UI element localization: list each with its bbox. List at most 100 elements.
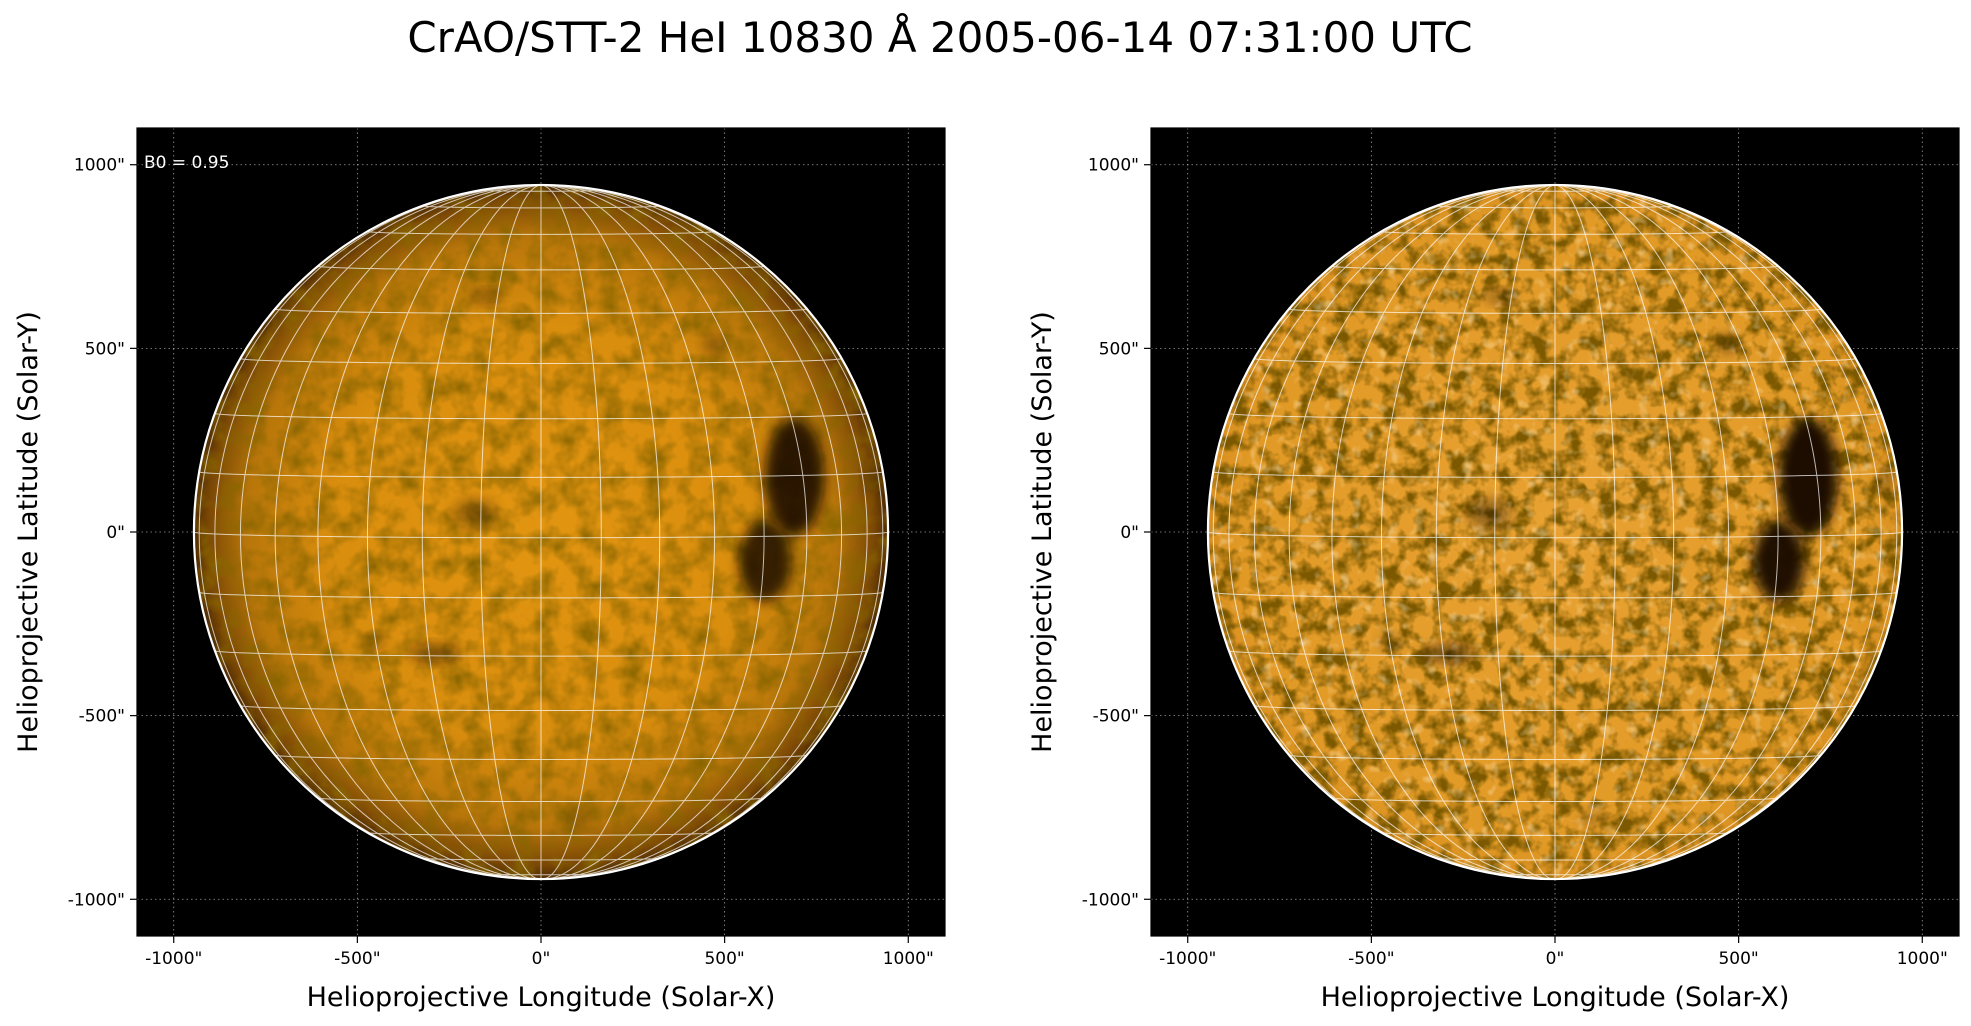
meridian-line <box>274 184 542 880</box>
meridian-line <box>1288 184 1556 880</box>
meridian-line <box>1253 184 1556 880</box>
meridian-line <box>198 184 542 878</box>
parallel-line <box>1207 531 1903 539</box>
meridian-line <box>214 184 542 879</box>
spot-south <box>566 811 589 826</box>
meridian-line <box>239 184 542 880</box>
x-tick-label: 1000" <box>883 949 934 969</box>
y-axis-label: Helioprojective Latitude (Solar-Y) <box>13 311 44 753</box>
parallel-line <box>1289 754 1821 760</box>
meridian-line <box>1554 184 1822 880</box>
plage-center <box>1466 498 1511 529</box>
parallel-line <box>274 308 808 314</box>
x-tick-label: -500" <box>334 949 380 969</box>
y-tick-label: 500" <box>1099 339 1139 359</box>
dark-features <box>366 291 879 826</box>
active-region-south <box>739 520 791 602</box>
filament-north <box>471 291 501 303</box>
parallel-line <box>1254 358 1856 364</box>
parallel-line <box>199 591 883 599</box>
figure-title: CrAO/STT-2 HeI 10830 Å 2005-06-14 07:31:… <box>407 12 1472 62</box>
y-tick-label: -500" <box>79 707 125 727</box>
active-region-north <box>765 418 824 536</box>
meridian-line <box>1228 184 1556 879</box>
meridian-line <box>540 184 716 880</box>
meridian-line <box>1212 184 1556 878</box>
y-tick-label: -500" <box>1093 707 1139 727</box>
filament-north <box>1485 291 1515 303</box>
meridian-line <box>1554 184 1898 878</box>
parallel-line <box>367 832 715 836</box>
heliographic-grid <box>1207 184 1903 880</box>
parallel-line <box>1494 189 1616 192</box>
spot-south <box>1580 811 1603 826</box>
meridian-line <box>317 184 542 880</box>
parallel-line <box>1331 265 1779 271</box>
parallel-line <box>1381 832 1729 836</box>
x-tick-label: -1000" <box>145 949 202 969</box>
limb-circle <box>1206 183 1904 881</box>
meridian-line <box>421 184 542 880</box>
meridian-line <box>1554 184 1882 879</box>
parallel-line <box>214 412 868 420</box>
parallel-line <box>275 754 807 760</box>
parallel-line <box>198 471 884 478</box>
spot-west-limb <box>864 469 879 492</box>
x-tick-label: 1000" <box>1897 949 1948 969</box>
x-tick-label: 500" <box>704 949 744 969</box>
parallel-line <box>1381 231 1729 235</box>
active-region-north <box>1779 418 1838 536</box>
parallel-line <box>481 873 601 876</box>
parallel-line <box>1331 797 1779 803</box>
parallel-line <box>317 265 765 271</box>
active-region-south <box>1753 520 1805 602</box>
meridian-line <box>1554 184 1616 880</box>
meridian-line <box>540 184 808 880</box>
parallel-line <box>1254 705 1856 712</box>
meridian-line <box>540 184 868 879</box>
y-tick-label: 1000" <box>1088 156 1139 176</box>
parallel-line <box>214 650 868 657</box>
x-tick-label: 0" <box>532 949 551 969</box>
meridian-line <box>540 184 765 880</box>
meridian-line <box>540 184 661 880</box>
parallel-line <box>421 205 661 209</box>
meridian-line <box>1554 184 1857 880</box>
meridian-line <box>1331 184 1556 880</box>
parallel-line <box>1212 471 1898 478</box>
y-tick-label: 1000" <box>74 156 125 176</box>
spot-northwest <box>704 335 723 354</box>
b0-annotation: B0 = 0.95 <box>144 153 229 173</box>
plage-center <box>452 498 497 529</box>
dark-features <box>1380 291 1893 826</box>
parallel-line <box>317 797 765 803</box>
meridian-line <box>540 184 602 880</box>
meridian-line <box>366 184 542 880</box>
filament-south <box>408 645 461 662</box>
meridian-line <box>1554 184 1730 880</box>
y-axis-label: Helioprojective Latitude (Solar-Y) <box>1027 311 1058 753</box>
y-tick-label: -1000" <box>1082 890 1139 910</box>
parallel-line <box>1435 205 1675 209</box>
y-tick-label: 500" <box>85 339 125 359</box>
x-tick-label: -1000" <box>1159 949 1216 969</box>
meridian-line <box>1554 184 1779 880</box>
x-tick-label: 500" <box>1718 949 1758 969</box>
x-axis-label: Helioprojective Longitude (Solar-X) <box>307 982 776 1013</box>
limb-circle <box>192 183 890 881</box>
parallel-line <box>1228 650 1882 657</box>
panel-right: -1000" -500" 0" 500" 1000" -1000" -500" 0" 500" 1… <box>1027 127 1960 1013</box>
meridian-line <box>1494 184 1556 880</box>
filament-south <box>1422 645 1475 662</box>
parallel-line <box>422 857 660 861</box>
x-axis-label: Helioprojective Longitude (Solar-X) <box>1321 982 1790 1013</box>
panel-left: -1000" -500" 0" 500" 1000" -1000" -500" 0" 500" 1… <box>13 127 946 1013</box>
meridian-line <box>1380 184 1556 880</box>
spot-west-limb <box>1878 469 1893 492</box>
x-tick-label: 0" <box>1546 949 1565 969</box>
parallel-line <box>1288 308 1822 314</box>
parallel-line <box>240 705 842 712</box>
meridian-line <box>540 184 843 880</box>
meridian-line <box>480 184 542 880</box>
